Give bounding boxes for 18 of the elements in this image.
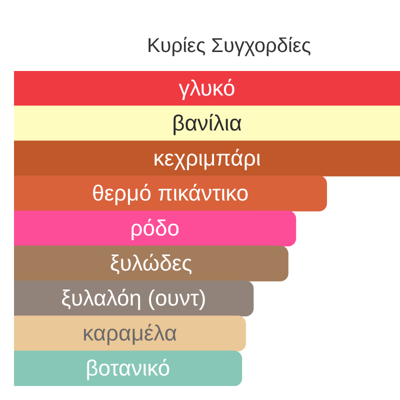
bar (14, 140, 400, 176)
y-tick-label: ξυλώδες (110, 250, 192, 276)
bar (14, 316, 246, 352)
y-tick-label: βανίλια (172, 110, 242, 136)
bar (14, 176, 327, 212)
bar (14, 350, 242, 386)
y-tick-label: κεχριμπάρι (153, 146, 261, 171)
chart-title: Κυρίες Συγχορδίες (146, 34, 312, 58)
bar (14, 71, 400, 106)
y-tick-label: καραμέλα (82, 320, 178, 346)
y-tick-label: θερμό πικάντικο (92, 180, 249, 206)
y-tick-label: βοτανικό (86, 356, 170, 381)
y-tick-label: ξυλαλόη (ουντ) (61, 286, 206, 311)
bar (14, 246, 288, 282)
y-tick-label: γλυκό (178, 76, 236, 101)
bar (14, 210, 296, 246)
bar (14, 106, 400, 142)
y-tick-label: ρόδο (130, 216, 180, 241)
